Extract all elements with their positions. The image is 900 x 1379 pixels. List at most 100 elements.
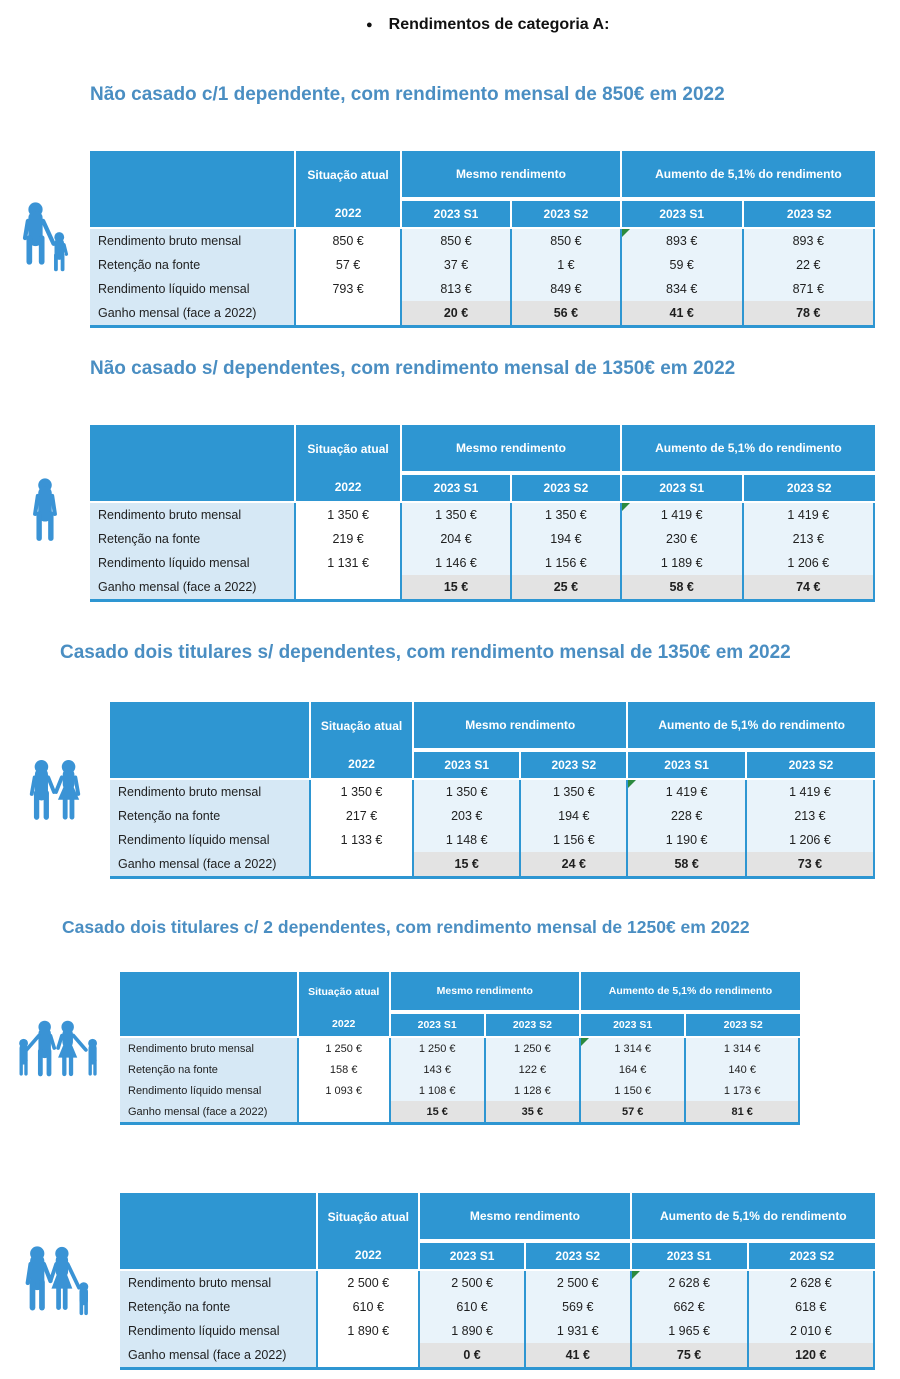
row-label: Ganho mensal (face a 2022) (90, 574, 295, 602)
table-row-retencao-fonte: Retenção na fonte 57 € 37 € 1 € 59 € 22 … (90, 252, 875, 277)
row-label: Rendimento líquido mensal (110, 828, 309, 853)
header-aumento-rendimento: Aumento de 5,1% do rendimento (629, 1193, 875, 1242)
table-cell: 2 010 € (746, 1319, 875, 1344)
table-cell: 893 € (741, 228, 875, 253)
table-cell: 850 € (400, 228, 510, 253)
header-2023-s1: 2023 S1 (400, 472, 510, 503)
table-header-row-groups: Situação atual Mesmo rendimento Aumento … (120, 1193, 875, 1272)
table-row-rendimento-liquido: Rendimento líquido mensal 1 093 € 1 108 … (120, 1080, 800, 1102)
table-row-rendimento-liquido: Rendimento líquido mensal 1 133 € 1 148 … (110, 828, 875, 853)
table-header-row-groups: Situação atual Mesmo rendimento Aumento … (90, 150, 875, 229)
table-cell: 1 146 € (400, 550, 510, 575)
blank-header-cell (110, 702, 309, 781)
table-cell: 1 890 € (418, 1319, 524, 1344)
table-cell: 41 € (523, 1343, 630, 1371)
table-header-row-groups: Situação atual Mesmo rendimento Aumento … (110, 702, 875, 781)
table-cell: 0 € (418, 1343, 524, 1371)
table-row-ganho-mensal: Ganho mensal (face a 2022) 15 € 24 € 58 … (110, 852, 875, 880)
table-cell: 1 189 € (619, 550, 742, 575)
single-parent-one-child-icon (0, 201, 90, 277)
table-cell: 871 € (741, 276, 875, 301)
comment-marker-icon (631, 1271, 640, 1280)
table-cell (316, 1343, 419, 1371)
header-2023-s2: 2023 S2 (744, 750, 875, 781)
couple-icon (0, 759, 110, 823)
section-heading: Casado dois titulares c/ 2 dependentes, … (62, 917, 750, 938)
table-cell: 164 € (578, 1059, 685, 1081)
table-cell (296, 1101, 389, 1126)
table-cell: 228 € (626, 804, 745, 829)
table-cell: 1 965 € (629, 1319, 747, 1344)
header-mesmo-rendimento: Mesmo rendimento (400, 150, 620, 199)
table-cell: 158 € (296, 1059, 389, 1081)
header-2022: 2022 (296, 1012, 389, 1039)
header-2023-s1: 2023 S1 (578, 1012, 685, 1039)
header-2023-s2: 2023 S2 (741, 198, 875, 229)
table-cell: 217 € (308, 804, 413, 829)
table-with-icon-row: Situação atual Mesmo rendimento Aumento … (0, 424, 875, 602)
table-cell: 1 419 € (741, 502, 875, 527)
header-2022: 2022 (294, 472, 401, 503)
table-cell: 59 € (619, 252, 742, 277)
header-2023-s1: 2023 S1 (418, 1241, 524, 1272)
table-cell: 1 419 € (626, 780, 745, 805)
blank-header-cell (120, 972, 297, 1039)
header-2023-s2: 2023 S2 (684, 1012, 800, 1039)
single-adult-icon (0, 477, 90, 549)
table-cell: 203 € (412, 804, 520, 829)
table-row-rendimento-liquido: Rendimento líquido mensal 1 890 € 1 890 … (120, 1319, 875, 1344)
table-cell: 1 350 € (308, 780, 413, 805)
bullet-icon: ● (366, 18, 373, 31)
table-cell: 204 € (400, 526, 510, 551)
table-cell (294, 574, 401, 602)
table-cell: 1 128 € (483, 1080, 579, 1102)
header-2023-s1: 2023 S1 (619, 198, 742, 229)
header-2023-s1: 2023 S1 (619, 472, 742, 503)
table-cell: 15 € (388, 1101, 484, 1126)
family-two-children-icon (0, 1019, 120, 1079)
table-cell: 78 € (741, 300, 875, 328)
header-2023-s1: 2023 S1 (400, 198, 510, 229)
table-cell: 143 € (388, 1059, 484, 1081)
table-cell: 37 € (400, 252, 510, 277)
row-label: Rendimento bruto mensal (110, 780, 309, 805)
table-cell: 1 156 € (509, 550, 620, 575)
table-row-retencao-fonte: Retenção na fonte 610 € 610 € 569 € 662 … (120, 1295, 875, 1320)
row-label: Rendimento líquido mensal (90, 276, 295, 301)
table-cell: 1 € (509, 252, 620, 277)
table-row-rendimento-bruto: Rendimento bruto mensal 1 350 € 1 350 € … (110, 780, 875, 805)
table-cell: 1 133 € (308, 828, 413, 853)
table-cell: 1 314 € (684, 1038, 800, 1060)
row-label: Retenção na fonte (110, 804, 309, 829)
table-cell: 230 € (619, 526, 742, 551)
table-cell: 194 € (509, 526, 620, 551)
row-label: Ganho mensal (face a 2022) (90, 300, 295, 328)
cell-value: 893 € (666, 233, 698, 248)
table-cell: 1 150 € (578, 1080, 685, 1102)
header-2023-s2: 2023 S2 (741, 472, 875, 503)
table-with-icon-row: Situação atual Mesmo rendimento Aumento … (0, 702, 875, 880)
table-cell: 834 € (619, 276, 742, 301)
income-table: Situação atual Mesmo rendimento Aumento … (120, 972, 800, 1126)
table-cell: 75 € (629, 1343, 747, 1371)
table-cell: 1 108 € (388, 1080, 484, 1102)
table-header-row-years: 2022 2023 S1 2023 S2 2023 S1 2023 S2 (120, 1012, 800, 1039)
table-cell: 15 € (400, 574, 510, 602)
table-with-icon-row: Situação atual Mesmo rendimento Aumento … (0, 150, 875, 328)
header-aumento-rendimento: Aumento de 5,1% do rendimento (619, 150, 875, 199)
table-cell: 618 € (746, 1295, 875, 1320)
table-cell: 1 093 € (296, 1080, 389, 1102)
header-2022: 2022 (316, 1241, 419, 1272)
table-cell: 57 € (578, 1101, 685, 1126)
table-cell: 1 250 € (388, 1038, 484, 1060)
table-header-row-years: 2022 2023 S1 2023 S2 2023 S1 2023 S2 (90, 472, 875, 503)
table-cell: 1 190 € (626, 828, 745, 853)
comment-marker-icon (628, 780, 637, 789)
table-header-row-years: 2022 2023 S1 2023 S2 2023 S1 2023 S2 (90, 198, 875, 229)
table-cell: 662 € (629, 1295, 747, 1320)
income-scenario-section: Casado dois titulares s/ dependentes, co… (0, 642, 900, 880)
header-situacao-atual: Situação atual (308, 702, 413, 751)
table-cell: 1 148 € (412, 828, 520, 853)
table-cell: 24 € (519, 852, 627, 880)
header-2023-s2: 2023 S2 (483, 1012, 579, 1039)
